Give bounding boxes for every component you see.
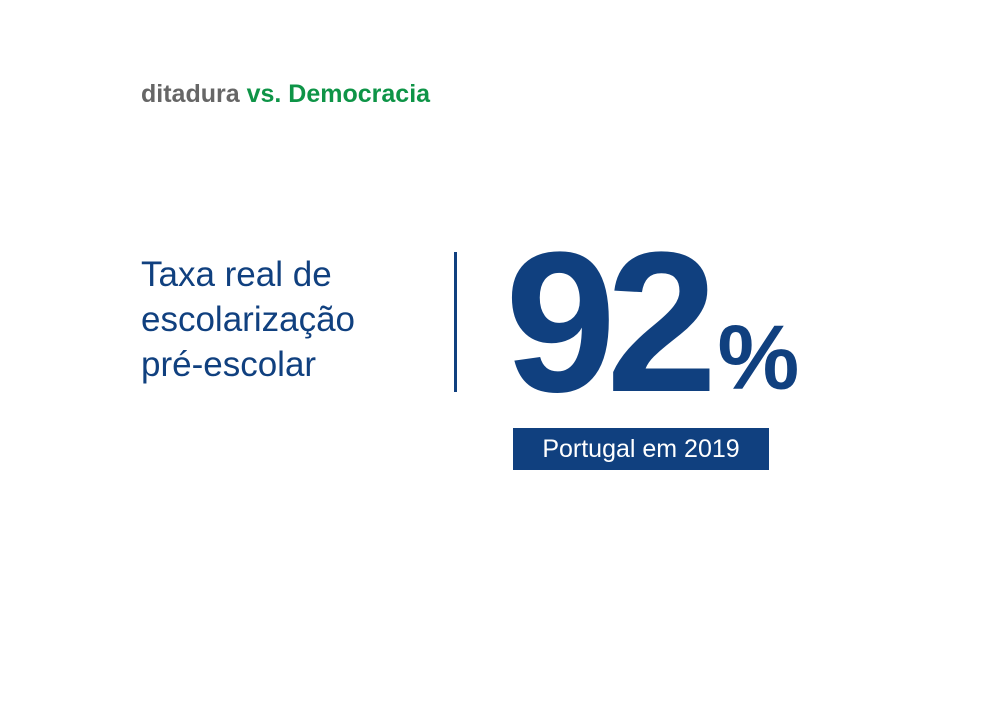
- metric-label-line-2: escolarização: [141, 300, 355, 339]
- page-title: ditadura vs. Democracia: [141, 80, 430, 109]
- metric-value-number: 92: [505, 211, 717, 434]
- caption-badge: Portugal em 2019: [513, 428, 769, 470]
- title-word-ditadura: ditadura: [141, 80, 240, 108]
- vertical-divider: [454, 252, 457, 392]
- metric-value-unit: %: [717, 307, 800, 409]
- metric-value: 92 %: [505, 211, 800, 434]
- metric-label-line-3: pré-escolar: [141, 345, 317, 384]
- metric-label-line-1: Taxa real de: [141, 255, 332, 294]
- metric-label: Taxa real de escolarização pré-escolar: [141, 252, 441, 387]
- title-word-vs: vs.: [246, 80, 282, 108]
- title-word-democracia: Democracia: [288, 80, 431, 108]
